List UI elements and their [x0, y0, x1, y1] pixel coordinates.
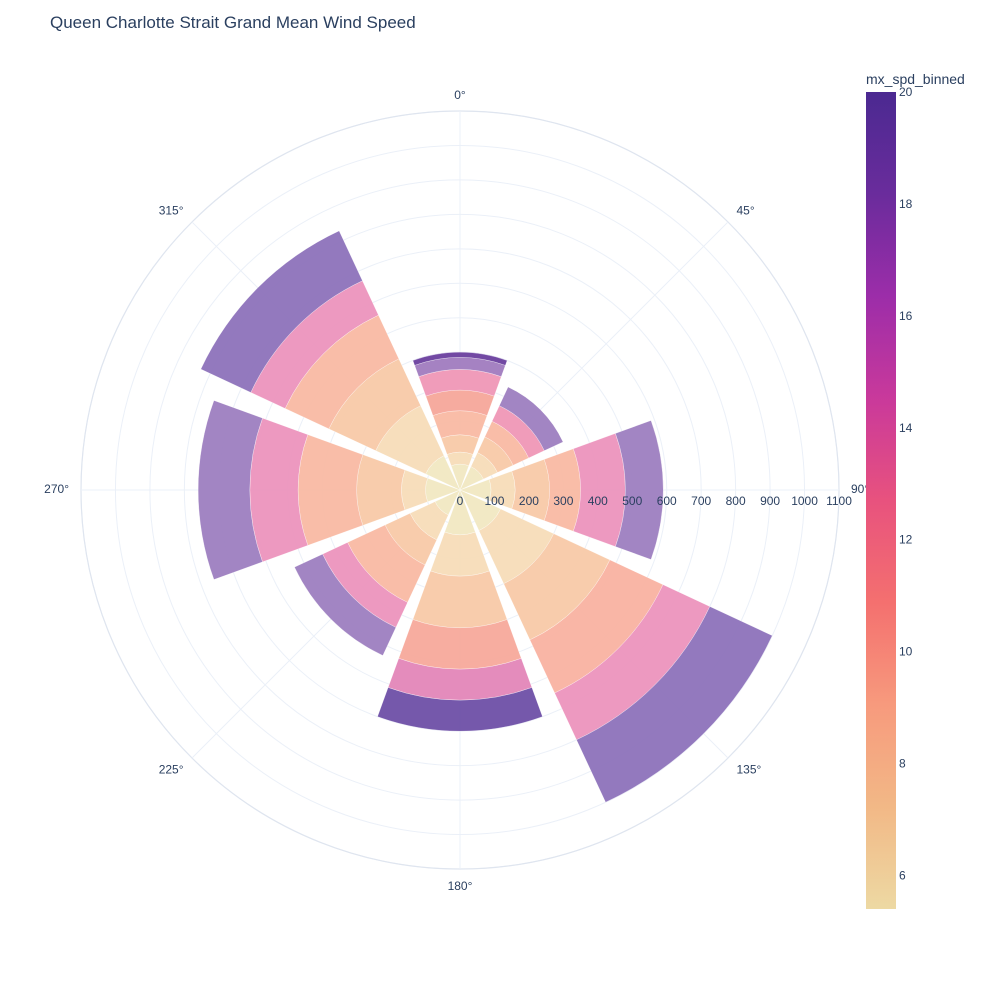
radial-label-700: 700	[691, 494, 711, 508]
colorbar-tick-20: 20	[899, 85, 913, 99]
bar-270-segment-2[interactable]	[356, 454, 406, 526]
radial-label-400: 400	[588, 494, 608, 508]
bar-90-segment-5[interactable]	[615, 420, 664, 560]
bar-270-segment-5[interactable]	[197, 400, 263, 580]
bar-225-segment-5[interactable]	[294, 553, 397, 656]
angle-label-0: 0°	[454, 88, 466, 102]
radial-label-300: 300	[553, 494, 573, 508]
radial-label-100: 100	[484, 494, 504, 508]
bar-270-segment-3[interactable]	[297, 434, 364, 546]
radial-label-500: 500	[622, 494, 642, 508]
radial-label-1000: 1000	[791, 494, 818, 508]
bar-45-segment-3[interactable]	[484, 421, 529, 466]
bar-180-segment-5[interactable]	[377, 687, 543, 732]
bar-0-segment-1[interactable]	[446, 451, 474, 466]
colorbar-tick-8: 8	[899, 757, 906, 771]
bar-270-segment-1[interactable]	[401, 469, 428, 511]
chart-title: Queen Charlotte Strait Grand Mean Wind S…	[50, 13, 416, 32]
colorbar-title: mx_spd_binned	[866, 71, 965, 87]
bar-0-segment-7[interactable]	[412, 352, 508, 366]
polar-bars	[197, 230, 773, 803]
bar-0-segment-5[interactable]	[418, 369, 502, 397]
colorbar-tick-18: 18	[899, 197, 913, 211]
angle-label-270: 270°	[44, 482, 69, 496]
radial-label-600: 600	[657, 494, 677, 508]
angle-label-225: 225°	[159, 763, 184, 777]
radial-label-1100: 1100	[826, 494, 852, 508]
angle-label-135: 135°	[736, 763, 761, 777]
bar-45-segment-4[interactable]	[491, 405, 545, 459]
bar-0-segment-2[interactable]	[440, 434, 480, 455]
colorbar-tick-10: 10	[899, 645, 913, 659]
colorbar-tick-12: 12	[899, 533, 913, 547]
colorbar-tick-16: 16	[899, 309, 913, 323]
bar-90-segment-4[interactable]	[573, 433, 626, 547]
angle-label-315: 315°	[159, 204, 184, 218]
radial-label-800: 800	[726, 494, 746, 508]
radial-label-200: 200	[519, 494, 539, 508]
angular-tick-labels: 0° 45° 90° 135° 180° 225° 270° 315°	[44, 88, 869, 893]
colorbar-tick-6: 6	[899, 868, 906, 882]
colorbar-tick-14: 14	[899, 421, 913, 435]
bar-180-segment-2[interactable]	[412, 570, 508, 628]
bar-45-segment-5[interactable]	[499, 386, 564, 451]
radial-tick-labels: 0 100 200 300 400 500 600 700 800 900 1000 1100	[457, 494, 853, 508]
colorbar-gradient	[866, 92, 896, 909]
bar-90-segment-3[interactable]	[543, 448, 581, 532]
bar-225-segment-2[interactable]	[384, 513, 437, 566]
bar-90-segment-2[interactable]	[511, 459, 550, 521]
bar-135-segment-5[interactable]	[576, 606, 773, 803]
angle-label-45: 45°	[736, 204, 754, 218]
radial-label-0: 0	[457, 494, 464, 508]
bar-0-segment-4[interactable]	[425, 390, 495, 416]
angle-label-90: 90°	[851, 482, 869, 496]
colorbar: mx_spd_binned 6 8 10 12 14 16 18 20	[866, 71, 965, 909]
bar-180-segment-1[interactable]	[430, 531, 490, 577]
radial-label-900: 900	[760, 494, 780, 508]
angle-label-180: 180°	[448, 879, 473, 893]
bar-0-segment-3[interactable]	[432, 410, 488, 439]
bar-315-segment-5[interactable]	[200, 230, 363, 393]
